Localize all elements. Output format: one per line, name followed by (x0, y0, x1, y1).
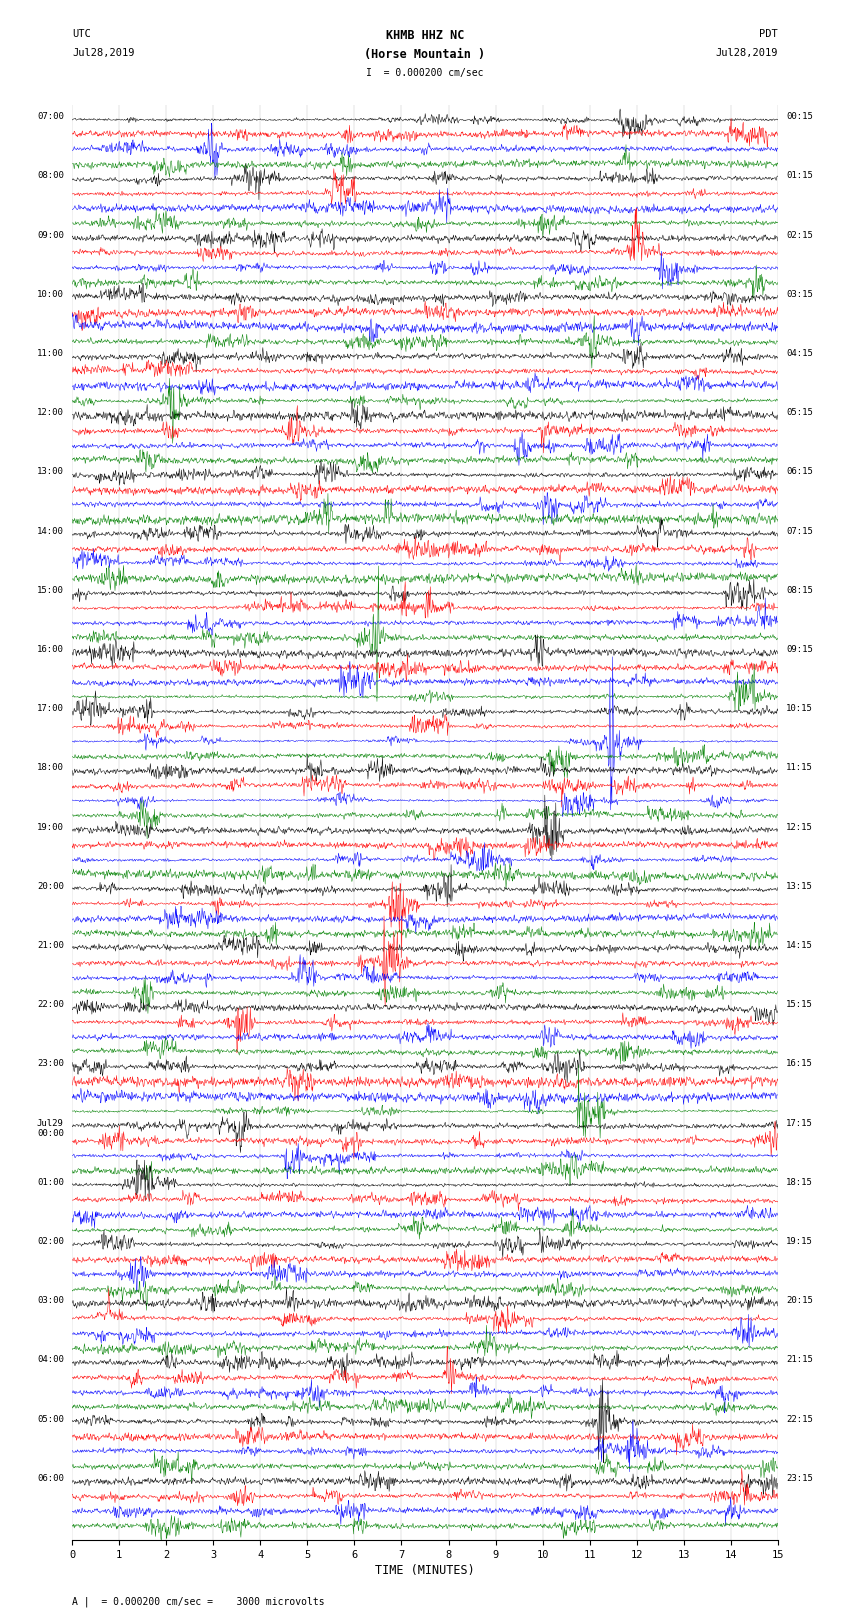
Text: 23:15: 23:15 (786, 1474, 813, 1482)
Text: 09:15: 09:15 (786, 645, 813, 653)
Text: 03:00: 03:00 (37, 1297, 64, 1305)
Text: PDT: PDT (759, 29, 778, 39)
Text: 06:15: 06:15 (786, 468, 813, 476)
Text: 09:00: 09:00 (37, 231, 64, 240)
Text: 11:15: 11:15 (786, 763, 813, 773)
Text: 19:00: 19:00 (37, 823, 64, 832)
X-axis label: TIME (MINUTES): TIME (MINUTES) (375, 1565, 475, 1578)
Text: 08:00: 08:00 (37, 171, 64, 181)
Text: KHMB HHZ NC: KHMB HHZ NC (386, 29, 464, 42)
Text: 23:00: 23:00 (37, 1060, 64, 1068)
Text: 21:15: 21:15 (786, 1355, 813, 1365)
Text: Jul29
00:00: Jul29 00:00 (37, 1119, 64, 1139)
Text: 20:15: 20:15 (786, 1297, 813, 1305)
Text: 05:00: 05:00 (37, 1415, 64, 1424)
Text: 13:15: 13:15 (786, 882, 813, 890)
Text: Jul28,2019: Jul28,2019 (715, 48, 778, 58)
Text: 06:00: 06:00 (37, 1474, 64, 1482)
Text: 02:15: 02:15 (786, 231, 813, 240)
Text: 00:15: 00:15 (786, 113, 813, 121)
Text: 14:15: 14:15 (786, 940, 813, 950)
Text: 12:00: 12:00 (37, 408, 64, 418)
Text: 05:15: 05:15 (786, 408, 813, 418)
Text: 14:00: 14:00 (37, 526, 64, 536)
Text: 18:00: 18:00 (37, 763, 64, 773)
Text: Jul28,2019: Jul28,2019 (72, 48, 135, 58)
Text: 07:15: 07:15 (786, 526, 813, 536)
Text: 19:15: 19:15 (786, 1237, 813, 1245)
Text: 21:00: 21:00 (37, 940, 64, 950)
Text: 12:15: 12:15 (786, 823, 813, 832)
Text: 17:15: 17:15 (786, 1119, 813, 1127)
Text: (Horse Mountain ): (Horse Mountain ) (365, 48, 485, 61)
Text: 10:15: 10:15 (786, 705, 813, 713)
Text: 22:00: 22:00 (37, 1000, 64, 1010)
Text: 16:15: 16:15 (786, 1060, 813, 1068)
Text: 04:15: 04:15 (786, 348, 813, 358)
Text: 01:15: 01:15 (786, 171, 813, 181)
Text: 18:15: 18:15 (786, 1177, 813, 1187)
Text: 20:00: 20:00 (37, 882, 64, 890)
Text: 03:15: 03:15 (786, 290, 813, 298)
Text: 11:00: 11:00 (37, 348, 64, 358)
Text: 13:00: 13:00 (37, 468, 64, 476)
Text: 01:00: 01:00 (37, 1177, 64, 1187)
Text: I  = 0.000200 cm/sec: I = 0.000200 cm/sec (366, 68, 484, 77)
Text: UTC: UTC (72, 29, 91, 39)
Text: 07:00: 07:00 (37, 113, 64, 121)
Text: 08:15: 08:15 (786, 586, 813, 595)
Text: 10:00: 10:00 (37, 290, 64, 298)
Text: 02:00: 02:00 (37, 1237, 64, 1245)
Text: A |  = 0.000200 cm/sec =    3000 microvolts: A | = 0.000200 cm/sec = 3000 microvolts (72, 1595, 325, 1607)
Text: 22:15: 22:15 (786, 1415, 813, 1424)
Text: 15:00: 15:00 (37, 586, 64, 595)
Text: 17:00: 17:00 (37, 705, 64, 713)
Text: 16:00: 16:00 (37, 645, 64, 653)
Text: 04:00: 04:00 (37, 1355, 64, 1365)
Text: 15:15: 15:15 (786, 1000, 813, 1010)
